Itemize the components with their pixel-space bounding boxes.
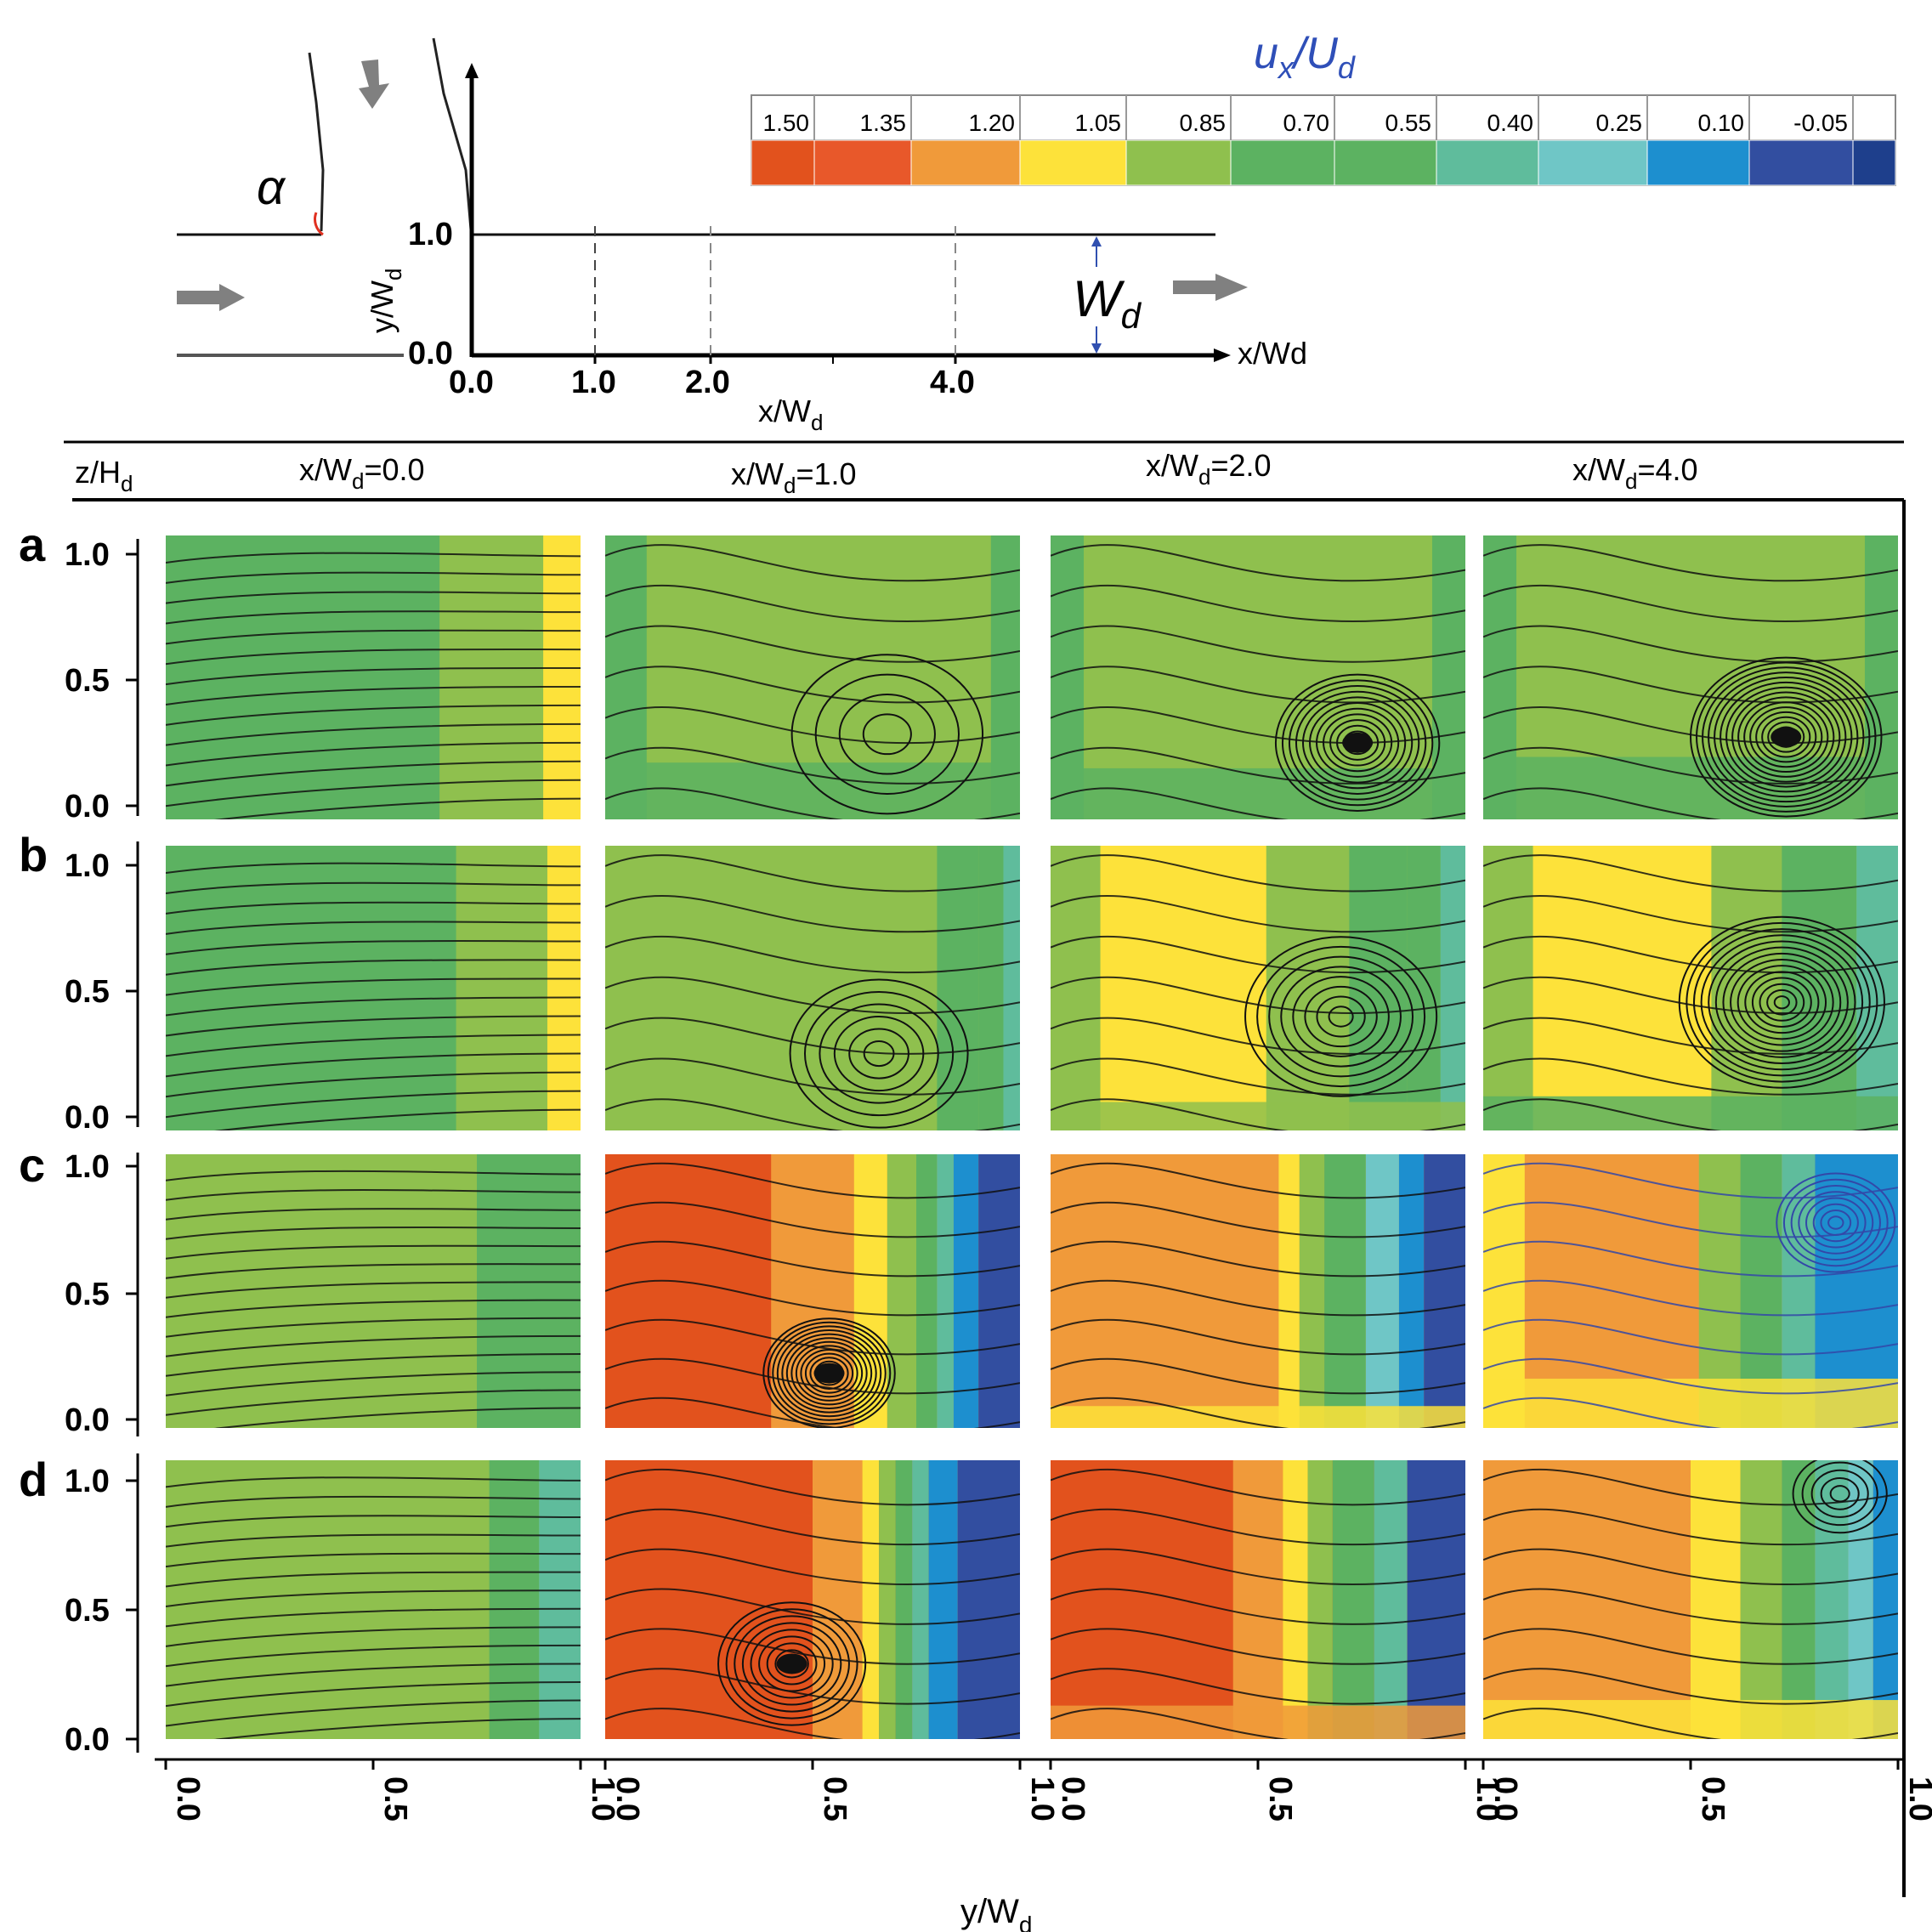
- row-b-tick-05: 0.5: [65, 974, 110, 1010]
- colorbar-swatch: [910, 139, 1021, 186]
- colorbar-level-label: 0.70: [1283, 110, 1330, 136]
- schematic-x-tick-0: 0.0: [449, 365, 494, 400]
- colorbar-swatch: [1852, 139, 1896, 186]
- row-d-tick-1: 1.0: [65, 1464, 110, 1499]
- bottom-tick-label: 0.5: [1262, 1776, 1298, 1822]
- colorbar-level-label: 0.40: [1487, 110, 1534, 136]
- flow-arrow-icon: [1173, 274, 1248, 301]
- contour-panel: [1051, 1154, 1465, 1428]
- contour-panel: [166, 846, 581, 1130]
- bottom-axes: 0.0 0.5 1.00.0 0.5 1.00.0 0.5 1.00.0 0.5 1.0: [155, 1758, 1932, 1822]
- colorbar-level-label: 0.10: [1698, 110, 1745, 136]
- wd-dimension-label: Wd: [1073, 270, 1142, 336]
- bottom-tick-label: 0.0: [609, 1776, 645, 1822]
- row-label-a: a: [19, 518, 46, 571]
- colorbar-swatch: [1748, 139, 1854, 186]
- contour-panel: [1483, 1460, 1898, 1739]
- row-b-tick-0: 0.0: [65, 1100, 110, 1136]
- bottom-tick-label: 0.5: [1695, 1776, 1731, 1822]
- column-title-2: x/Wd=2.0: [1146, 448, 1272, 490]
- row-axis-label: z/Hd: [75, 455, 133, 496]
- row-a-tick-0: 0.0: [65, 789, 110, 824]
- row-c-tick-0: 0.0: [65, 1402, 110, 1438]
- schematic-y-tick-0: 0.0: [408, 336, 453, 371]
- schematic-y-tick-1: 1.0: [408, 217, 453, 252]
- colorbar-level-label: 1.05: [1075, 110, 1122, 136]
- contour-panel: [1483, 846, 1898, 1130]
- row-d-tick-05: 0.5: [65, 1593, 110, 1629]
- row-d-tick-0: 0.0: [65, 1722, 110, 1758]
- alpha-label: α: [257, 160, 286, 215]
- contour-panel: [166, 535, 581, 819]
- row-c-tick-1: 1.0: [65, 1149, 110, 1185]
- contour-panel: [605, 846, 1020, 1130]
- contour-panel: [1051, 1460, 1465, 1739]
- colorbar-swatch: [751, 139, 815, 186]
- channel-schematic: α 1.0 0.0 y/Wd 0.0 1.0 2.0 4.0 x/Wd x/Wd…: [177, 37, 1307, 435]
- schematic-x-axis-bottom-label: x/Wd: [758, 394, 823, 435]
- bottom-tick-label: 0.0: [1487, 1776, 1523, 1822]
- colorbar-level-label: 1.20: [969, 110, 1016, 136]
- contour-panel: [1051, 535, 1465, 819]
- colorbar-swatch: [1125, 139, 1232, 186]
- colorbar-level-label: 0.85: [1180, 110, 1227, 136]
- colorbar-swatch: [1019, 139, 1127, 186]
- column-title-1: x/Wd=1.0: [731, 456, 857, 498]
- row-a-tick-1: 1.0: [65, 537, 110, 573]
- colorbar-level-label: -0.05: [1793, 110, 1848, 136]
- column-header: z/Hd x/Wd=0.0 x/Wd=1.0 x/Wd=2.0 x/Wd=4.0: [64, 440, 1906, 1897]
- contour-panel: [166, 1154, 581, 1428]
- bottom-tick-label: 1.0: [585, 1776, 620, 1822]
- schematic-x-axis-right-label: x/Wd: [1238, 336, 1307, 371]
- bottom-axis-label: y/Wd: [960, 1893, 1032, 1932]
- contour-panel: [1483, 535, 1898, 819]
- flow-arrow-icon: [177, 284, 245, 311]
- colorbar-swatch: [813, 139, 912, 186]
- row-label-d: d: [19, 1453, 48, 1506]
- colorbar-title: ux/Ud: [1254, 29, 1356, 85]
- colorbar-level-label: 0.55: [1385, 110, 1432, 136]
- row-axes: a 1.0 0.5 0.0 b 1.0 0.5 0.0 c 1.0 0.5 0.…: [19, 518, 139, 1758]
- contour-panel: [605, 1154, 1020, 1428]
- schematic-x-tick-1: 1.0: [571, 365, 616, 400]
- row-label-c: c: [19, 1138, 45, 1192]
- bottom-tick-label: 1.0: [1470, 1776, 1505, 1822]
- row-a-tick-05: 0.5: [65, 663, 110, 699]
- flow-arrow-icon: [359, 59, 389, 109]
- colorbar-level-label: 0.25: [1596, 110, 1643, 136]
- contour-panel: [605, 1460, 1020, 1739]
- contour-panel: [1051, 846, 1465, 1130]
- row-label-b: b: [19, 828, 48, 881]
- bottom-tick-label: 1.0: [1024, 1776, 1060, 1822]
- colorbar-swatch: [1334, 139, 1437, 186]
- column-title-0: x/Wd=0.0: [299, 452, 425, 494]
- row-b-tick-1: 1.0: [65, 848, 110, 884]
- contour-panel: [605, 535, 1020, 819]
- bottom-tick-label: 1.0: [1902, 1776, 1932, 1822]
- contour-panel: [1483, 1154, 1898, 1428]
- schematic-y-axis-label: y/Wd: [365, 269, 406, 333]
- bottom-tick-label: 0.0: [1055, 1776, 1091, 1822]
- schematic-x-tick-4: 4.0: [930, 365, 975, 400]
- contour-panel: [166, 1460, 581, 1739]
- bottom-tick-label: 0.0: [170, 1776, 206, 1822]
- bottom-tick-label: 0.5: [817, 1776, 853, 1822]
- colorbar-swatch: [1538, 139, 1648, 186]
- bottom-tick-label: 0.5: [377, 1776, 413, 1822]
- colorbar: ux/Ud 1.50 1.35 1.20 1.05 0.85 0.70 0.55 0.40 0.…: [751, 29, 1896, 186]
- column-title-3: x/Wd=4.0: [1572, 452, 1698, 494]
- colorbar-swatch: [1230, 139, 1335, 186]
- schematic-x-tick-2: 2.0: [685, 365, 730, 400]
- angle-arc: [314, 212, 324, 236]
- contour-panels: [166, 535, 1898, 1739]
- colorbar-swatch: [1646, 139, 1750, 186]
- row-c-tick-05: 0.5: [65, 1277, 110, 1312]
- colorbar-level-label: 1.50: [763, 110, 810, 136]
- colorbar-swatch: [1436, 139, 1539, 186]
- colorbar-level-label: 1.35: [860, 110, 907, 136]
